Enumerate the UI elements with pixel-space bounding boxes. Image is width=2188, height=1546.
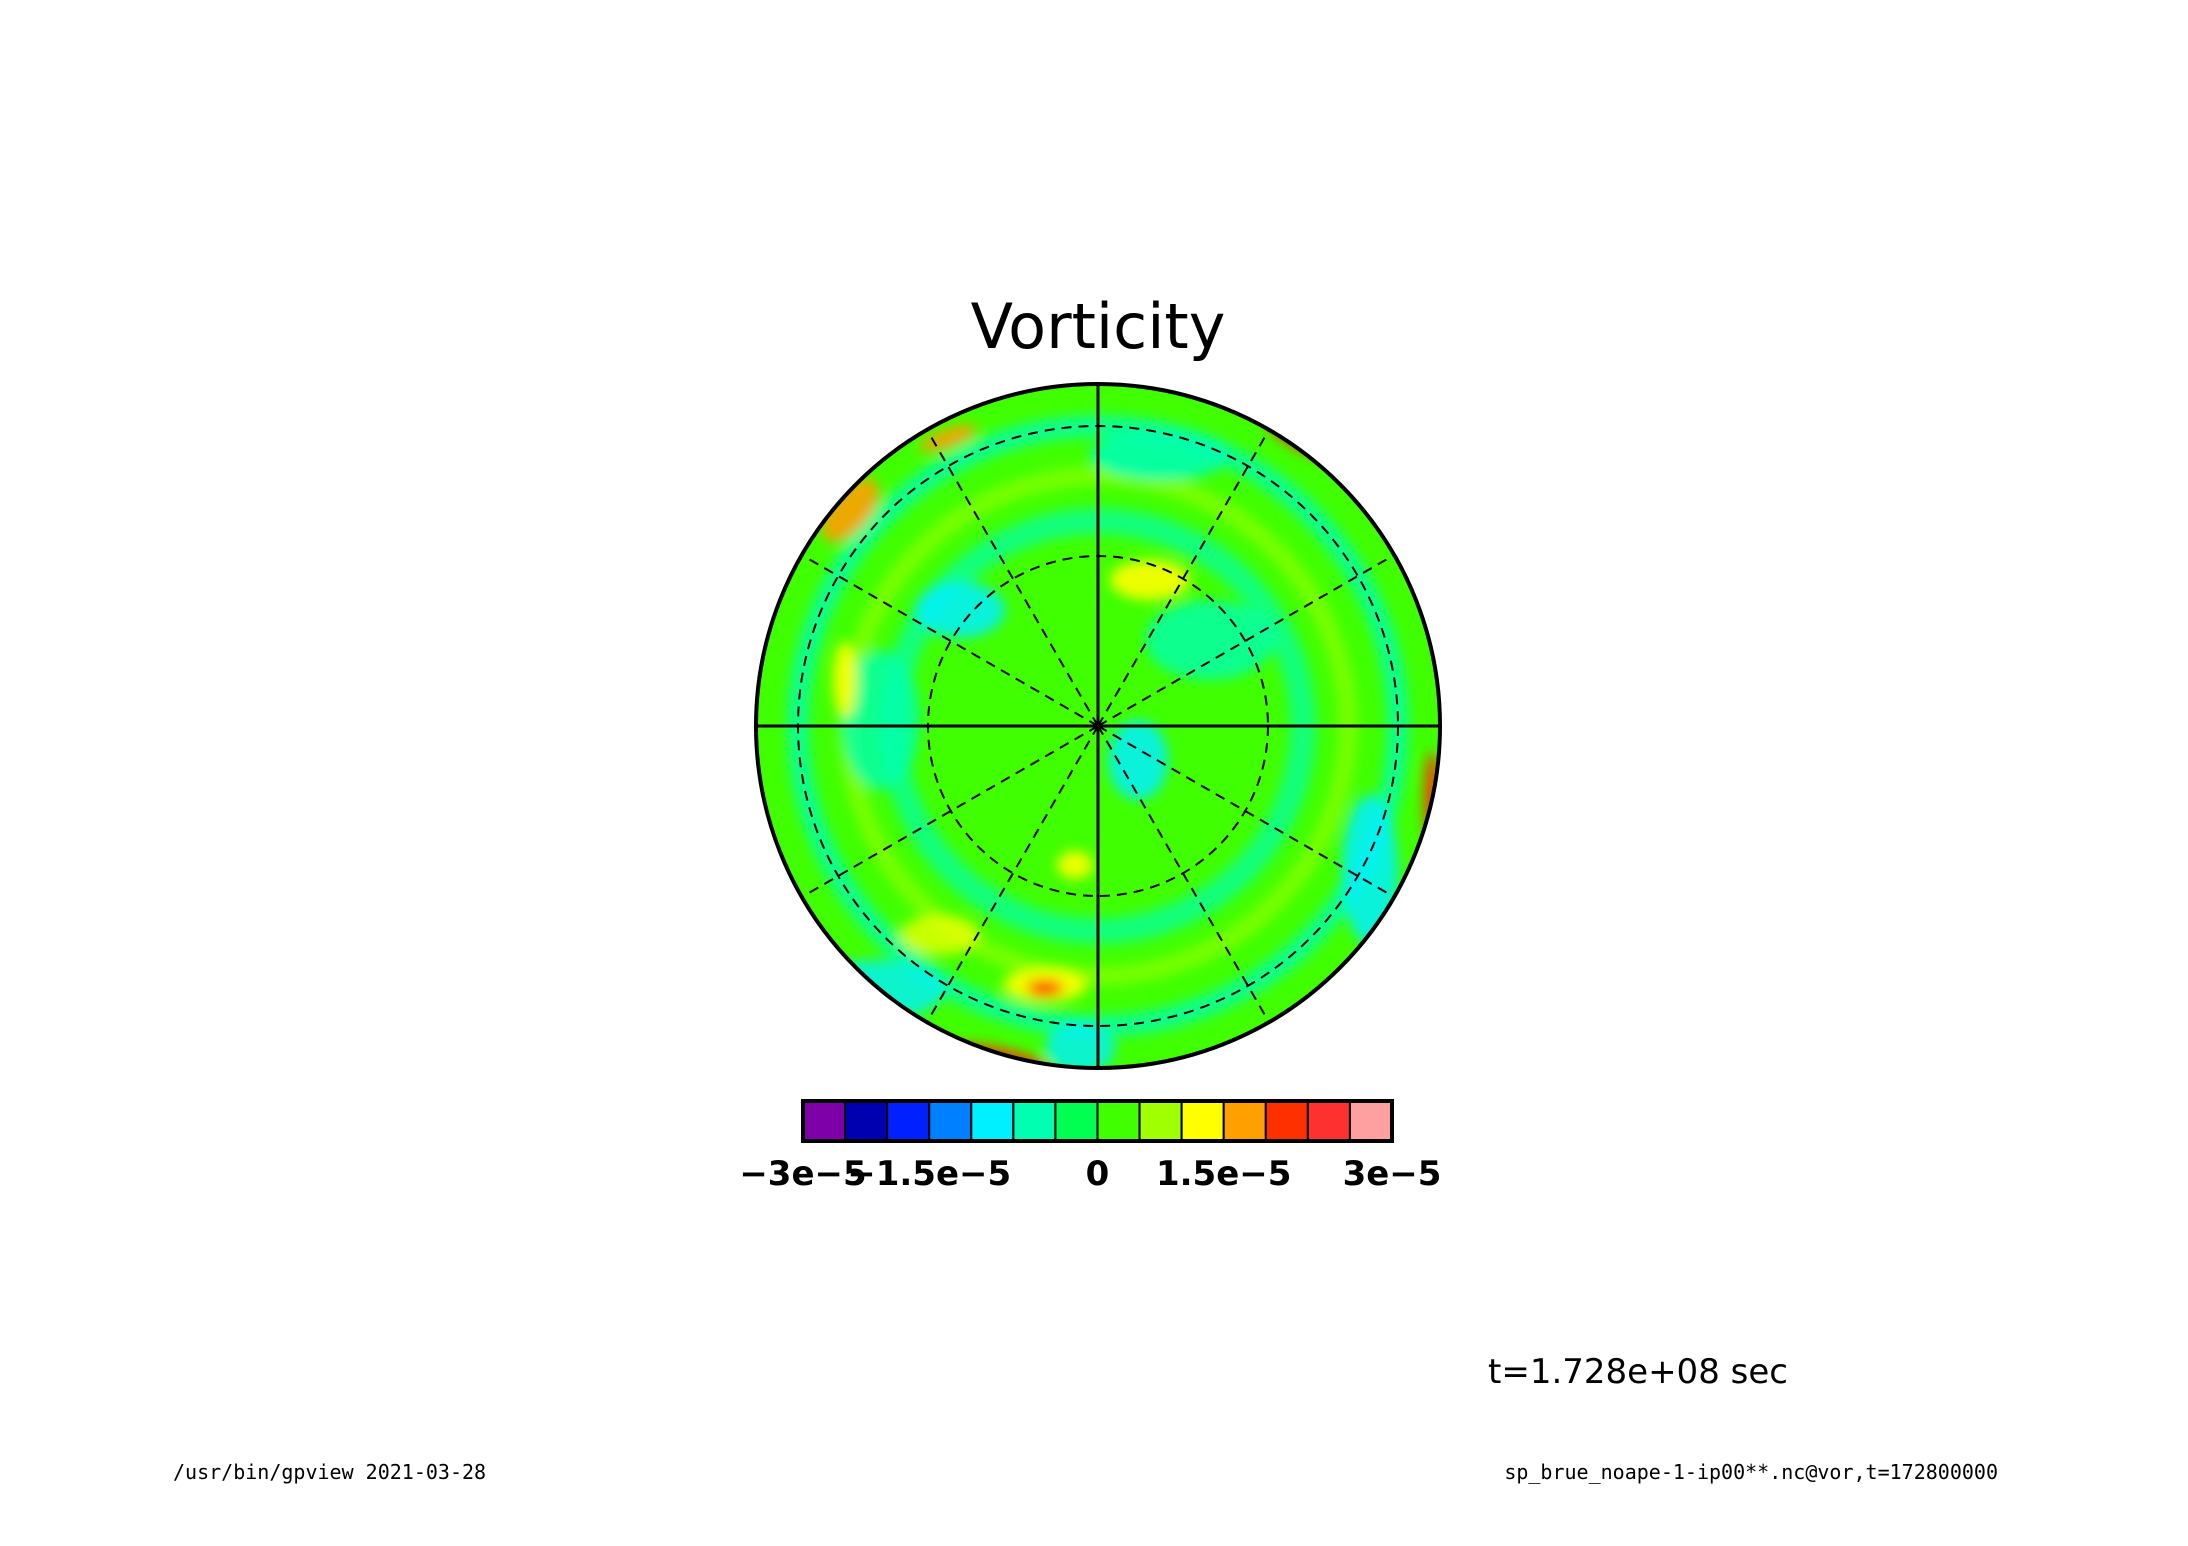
chart-title: Vorticity [971,290,1226,363]
orange-patch [821,478,879,542]
colorbar-tick-label: 3e−5 [1343,1154,1442,1194]
colorbar-swatch [1096,1100,1141,1142]
colorbar-swatch [1138,1100,1183,1142]
red-patch [1027,980,1063,996]
meridian-dashed [926,725,1099,1023]
meridian-dashed [1097,725,1270,1023]
colorbar-swatch [886,1100,931,1142]
disk-outline [754,382,1442,1070]
colorbar-tick-label: −3e−5 [739,1154,866,1194]
mint-patch [1145,600,1275,680]
colorbar [801,1099,1394,1143]
polar-grid [756,384,1440,1068]
cyan-patch [915,582,1005,638]
colorbar-frame [801,1099,1394,1143]
colorbar-swatch [844,1100,889,1142]
orange-patch [919,424,977,452]
yellow-patch [1057,851,1093,879]
cyan-patch [1342,795,1398,945]
meridian-dashed [1097,554,1395,727]
colorbar-swatch [1012,1100,1057,1142]
colorbar-swatch [802,1100,847,1142]
meridian-dashed [801,554,1099,727]
mint-patch [1090,429,1230,481]
colorbar-swatch [1348,1100,1394,1142]
time-label: t=1.728e+08 sec [1488,1352,1788,1392]
colorbar-tick-label: −1.5e−5 [847,1154,1011,1194]
yellow-patch [833,642,857,718]
meridian-dashed [1097,429,1270,727]
colorbar-labels: −3e−5−1.5e−5 0 1.5e−5 3e−5 [739,1154,1441,1194]
colorbar-tick-label: 0 [1086,1154,1110,1194]
footer-right: sp_brue_noape-1-ip00**.nc@vor,t=17280000… [1504,1460,1998,1484]
meridian-dashed [926,429,1099,727]
colorbar-swatch [928,1100,973,1142]
yellow-patch [900,915,980,955]
cyan-patch [1108,720,1168,800]
footer-left: /usr/bin/gpview 2021-03-28 [173,1460,486,1484]
colorbar-tick-label: 1.5e−5 [1156,1154,1291,1194]
colorbar-swatch [1306,1100,1351,1142]
meridian-dashed [801,725,1099,898]
colorbar-swatch [1264,1100,1309,1142]
yellow-patch [1110,560,1190,600]
colorbar-swatch [970,1100,1015,1142]
meridian-dashed [1097,725,1395,898]
cyan-patch [805,960,945,1020]
colorbar-swatch [1222,1100,1267,1142]
colorbar-swatch [1180,1100,1225,1142]
colorbar-swatch [1054,1100,1099,1142]
mint-patch [840,650,920,790]
